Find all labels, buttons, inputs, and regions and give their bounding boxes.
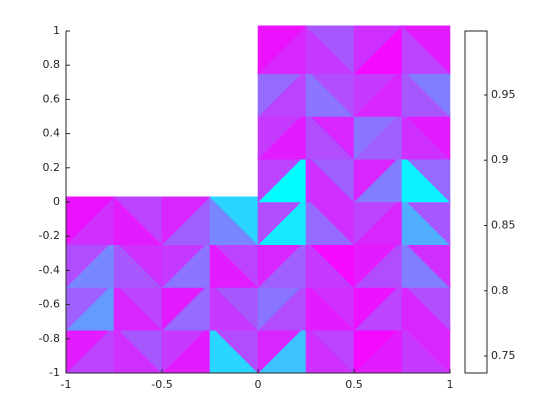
colorbar-tick-label: 0.9: [491, 153, 509, 166]
x-tick-label: 1: [447, 378, 454, 391]
x-tick-label: -1: [61, 378, 72, 391]
x-tick-label: -0.5: [151, 378, 172, 391]
y-tick-label: 0.4: [43, 127, 61, 140]
mesh-triangle: [353, 25, 403, 75]
y-tick-label: 0.6: [43, 92, 61, 105]
colorbar-tick-label: 0.75: [491, 349, 516, 362]
y-tick-label: 0.8: [43, 58, 61, 71]
y-tick-label: -0.8: [39, 332, 60, 345]
colorbar-tick-label: 0.85: [491, 218, 516, 231]
y-tick-label: 0.2: [43, 161, 61, 174]
colorbar: [464, 30, 488, 374]
y-tick-label: -0.2: [39, 229, 60, 242]
mesh-triangle: [257, 25, 307, 75]
y-tick-label: 0: [53, 195, 60, 208]
y-tick-label: -0.6: [39, 298, 60, 311]
colorbar-tick-label: 0.8: [491, 284, 509, 297]
colorbar-tick-label: 0.95: [491, 88, 516, 101]
mesh-triangle: [161, 196, 211, 246]
y-tick-label: -1: [49, 366, 60, 379]
y-tick-label: 1: [53, 24, 60, 37]
y-tick-label: -0.4: [39, 263, 60, 276]
x-tick-label: 0.5: [345, 378, 363, 391]
x-tick-label: 0: [255, 378, 262, 391]
mesh-triangle: [401, 25, 451, 75]
